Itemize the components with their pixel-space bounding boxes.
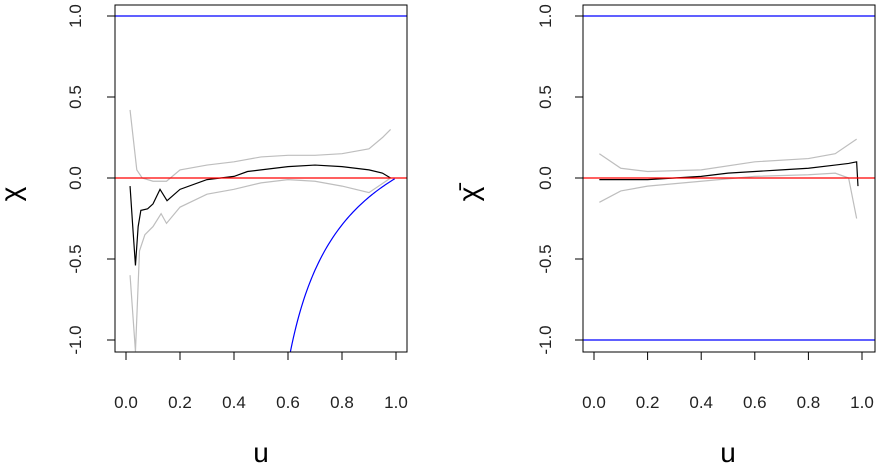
y-tick-label: -1.0: [536, 325, 555, 354]
y-tick-label: 1.0: [536, 4, 555, 28]
x-tick-label: 0.6: [276, 393, 300, 412]
x-tick-label: 0.0: [114, 393, 138, 412]
panel-2: 0.0 0.2 0.4 0.6 0.8 1.0 -1.0 -0.5 0.0 0.5 1.0 u χ̄: [453, 4, 876, 463]
series-chi: [129, 164, 391, 266]
series-upper-ci: [599, 138, 857, 173]
x-axis-label: u: [720, 437, 736, 463]
lower-bound-curve: [289, 178, 395, 352]
x-tick-label: 1.0: [384, 393, 408, 412]
y-axis-label: χ: [0, 186, 26, 201]
x-tick-label: 0.4: [222, 393, 246, 412]
series-lower-ci: [599, 172, 858, 219]
x-axis-label: u: [253, 437, 269, 463]
x-tick-label: 0.0: [582, 393, 606, 412]
y-tick-label: 0.0: [66, 166, 85, 190]
x-tick-label: 1.0: [850, 393, 874, 412]
x-tick-label: 0.6: [743, 393, 767, 412]
y-axis-label: χ̄: [453, 183, 484, 202]
x-tick-label: 0.8: [330, 393, 354, 412]
panel-1: 0.0 0.2 0.4 0.6 0.8 1.0 -1.0 -0.5 0.0 0.5 1.0 u χ: [0, 4, 408, 463]
series-upper-ci: [129, 109, 392, 182]
y-tick-label: 1.0: [66, 4, 85, 28]
y-tick-label: 0.5: [66, 85, 85, 109]
x-tick-label: 0.2: [636, 393, 660, 412]
x-tick-label: 0.8: [797, 393, 821, 412]
x-tick-label: 0.2: [168, 393, 192, 412]
y-tick-label: 0.5: [536, 85, 555, 109]
series-lower-ci: [129, 177, 391, 352]
x-tick-label: 0.4: [689, 393, 713, 412]
y-tick-label: -1.0: [66, 325, 85, 354]
y-tick-label: -0.5: [536, 244, 555, 273]
y-tick-label: -0.5: [66, 244, 85, 273]
y-tick-label: 0.0: [536, 166, 555, 190]
